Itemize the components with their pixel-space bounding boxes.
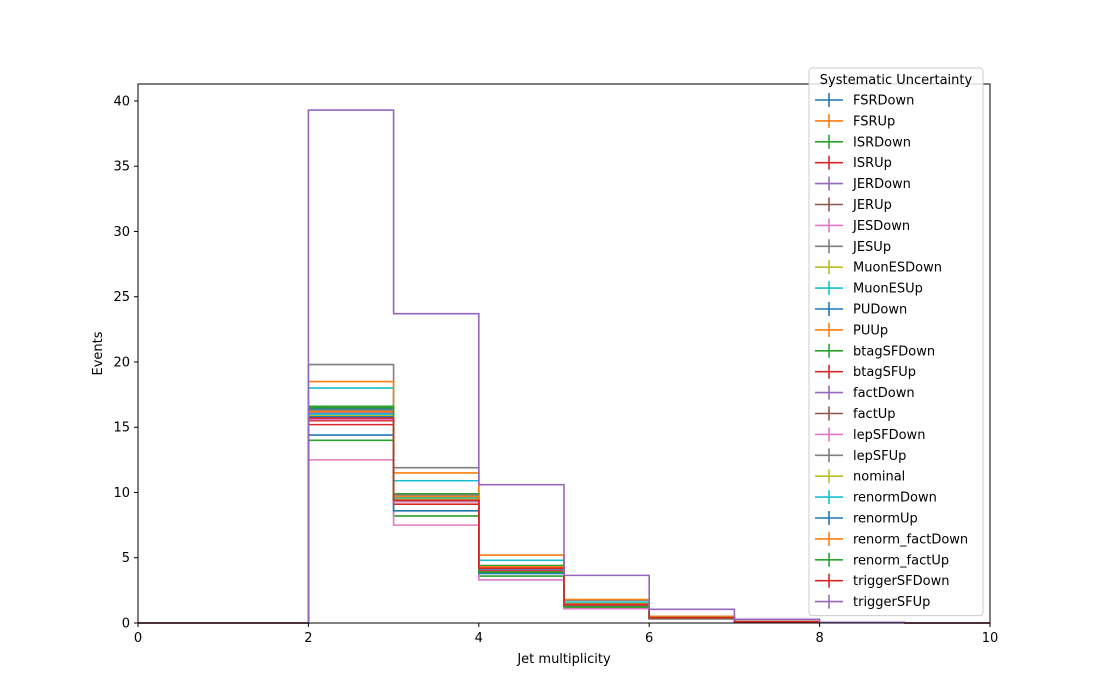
legend-label: factDown — [853, 386, 915, 401]
y-tick-label: 15 — [113, 421, 130, 436]
series-line-triggerSFUp — [138, 109, 990, 624]
legend-label: triggerSFUp — [853, 595, 930, 610]
legend-label: FSRDown — [853, 94, 914, 109]
legend-label: ISRUp — [853, 156, 892, 171]
legend-label: btagSFUp — [853, 365, 916, 380]
legend-entry-MuonESDown: MuonESDown — [815, 260, 942, 276]
y-axis-label: Events — [91, 331, 106, 375]
legend-label: ISRDown — [853, 135, 911, 150]
legend-entry-renormDown: renormDown — [815, 490, 937, 506]
y-tick-label: 40 — [113, 94, 130, 109]
legend-entry-btagSFDown: btagSFDown — [815, 343, 935, 359]
legend-entry-triggerSFUp: triggerSFUp — [815, 594, 930, 610]
legend-label: renormUp — [853, 512, 918, 527]
legend-label: MuonESUp — [853, 282, 923, 297]
legend-entry-JERUp: JERUp — [815, 197, 892, 213]
y-tick-label: 25 — [113, 290, 130, 305]
legend-entry-btagSFUp: btagSFUp — [815, 364, 916, 380]
legend-entry-nominal: nominal — [815, 469, 905, 485]
legend-label: triggerSFDown — [853, 574, 949, 589]
legend-label: JESDown — [852, 219, 910, 234]
legend-label: nominal — [853, 470, 905, 485]
legend-label: MuonESDown — [853, 261, 942, 276]
legend-label: lepSFDown — [853, 428, 925, 443]
legend-entry-FSRDown: FSRDown — [815, 93, 914, 109]
legend-label: renorm_factUp — [853, 553, 949, 568]
x-tick-label: 8 — [815, 631, 823, 646]
legend-entry-FSRUp: FSRUp — [815, 113, 895, 129]
legend-label: lepSFUp — [853, 449, 906, 464]
axes: 0 2 4 6 8 10 0 5 10 15 20 25 30 35 40 — [113, 83, 999, 646]
y-tick-label: 5 — [122, 551, 130, 566]
legend-label: JERUp — [852, 198, 892, 213]
y-tick-label: 20 — [113, 355, 130, 370]
legend-label: renorm_factDown — [853, 532, 968, 547]
y-tick-label: 35 — [113, 160, 130, 175]
legend: Systematic Uncertainty FSRDown FSRUp ISRDo… — [808, 67, 984, 617]
y-tick-label: 0 — [122, 617, 130, 632]
legend-entry-lepSFDown: lepSFDown — [815, 427, 925, 443]
legend-label: FSRUp — [853, 114, 895, 129]
legend-title: Systematic Uncertainty — [820, 73, 973, 88]
x-tick-label: 10 — [982, 631, 999, 646]
x-tick-label: 0 — [134, 631, 142, 646]
legend-label: factUp — [853, 407, 896, 422]
legend-entry-MuonESUp: MuonESUp — [815, 281, 923, 297]
legend-label: renormDown — [853, 491, 937, 506]
legend-entry-JESUp: JESUp — [815, 239, 891, 255]
x-tick-label: 4 — [475, 631, 483, 646]
legend-entry-PUUp: PUUp — [815, 322, 888, 338]
legend-label: PUUp — [853, 323, 888, 338]
legend-entry-JERDown: JERDown — [815, 176, 911, 192]
legend-entry-factUp: factUp — [815, 406, 896, 422]
legend-box — [808, 67, 984, 617]
legend-entry-PUDown: PUDown — [815, 302, 907, 318]
y-tick-label: 30 — [113, 225, 130, 240]
legend-label: JESUp — [852, 240, 891, 255]
legend-label: JERDown — [852, 177, 911, 192]
legend-entry-lepSFUp: lepSFUp — [815, 448, 906, 464]
y-tick-label: 10 — [113, 486, 130, 501]
legend-entry-ISRDown: ISRDown — [815, 134, 911, 150]
legend-label: PUDown — [853, 303, 907, 318]
legend-entry-JESDown: JESDown — [815, 218, 910, 234]
legend-label: btagSFDown — [853, 344, 935, 359]
x-tick-label: 6 — [645, 631, 653, 646]
axes-frame — [137, 83, 991, 624]
x-axis-label: Jet multiplicity — [516, 652, 611, 667]
legend-entries: FSRDown FSRUp ISRDown ISRUp JERDown JERUp JESD… — [815, 93, 968, 610]
x-tick-label: 2 — [304, 631, 312, 646]
legend-entry-renorm_factUp: renorm_factUp — [815, 552, 949, 568]
legend-entry-factDown: factDown — [815, 385, 915, 401]
legend-entry-triggerSFDown: triggerSFDown — [815, 573, 949, 589]
legend-entry-renorm_factDown: renorm_factDown — [815, 531, 968, 547]
legend-entry-renormUp: renormUp — [815, 511, 918, 527]
legend-entry-ISRUp: ISRUp — [815, 155, 892, 171]
